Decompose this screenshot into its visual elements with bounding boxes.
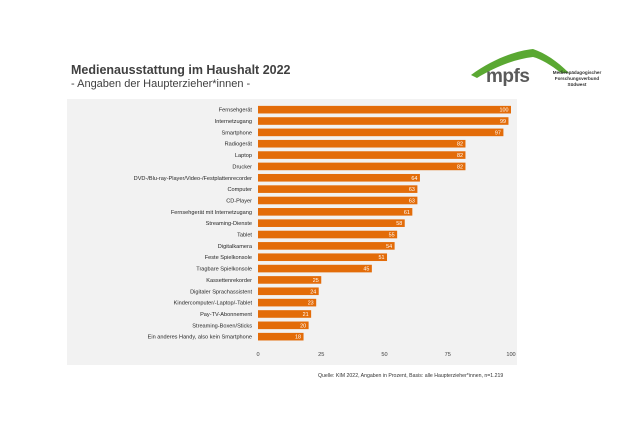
category-label: Streaming-Boxen/Sticks bbox=[192, 323, 252, 329]
category-label: Drucker bbox=[232, 164, 252, 170]
page-subtitle: - Angaben der Haupterzieher*innen - bbox=[71, 78, 251, 90]
category-label: Streaming-Dienste bbox=[206, 221, 252, 227]
x-tick-label: 0 bbox=[256, 352, 259, 358]
data-label: 55 bbox=[389, 233, 395, 239]
bar bbox=[258, 162, 466, 171]
category-label: Fernsehgerät mit Internetzugang bbox=[171, 210, 252, 216]
bar bbox=[258, 276, 322, 284]
bar bbox=[258, 230, 398, 239]
data-label: 100 bbox=[500, 108, 509, 114]
data-label: 97 bbox=[495, 130, 501, 136]
bar bbox=[258, 139, 466, 148]
bar bbox=[258, 287, 319, 296]
category-label: Radiogerät bbox=[225, 142, 253, 148]
bar bbox=[258, 128, 504, 137]
bar bbox=[258, 332, 304, 341]
bar bbox=[258, 321, 309, 330]
category-label: Ein anderes Handy, also kein Smartphone bbox=[148, 335, 252, 341]
data-label: 23 bbox=[308, 301, 314, 307]
bar bbox=[258, 253, 388, 262]
data-label: 20 bbox=[300, 323, 306, 329]
logo-organization: Medienpädagogischer Forschungsverbund Sü… bbox=[542, 70, 612, 88]
category-label: CD-Player bbox=[226, 198, 252, 204]
category-label: DVD-/Blu-ray-Player/Video-/Festplattenre… bbox=[134, 176, 252, 182]
x-tick-label: 25 bbox=[318, 352, 324, 358]
bar bbox=[258, 298, 317, 307]
mpfs-logo-icon bbox=[471, 49, 569, 78]
data-label: 54 bbox=[386, 244, 392, 250]
bar bbox=[258, 185, 418, 193]
category-label: Digitalkamera bbox=[218, 244, 253, 250]
logo-name: mpfs bbox=[486, 66, 530, 87]
category-label: Kassettenrekorder bbox=[206, 278, 252, 284]
category-label: Kindercomputer/-Laptop/-Tablet bbox=[174, 301, 253, 307]
category-label: Digitaler Sprachassistent bbox=[190, 289, 252, 295]
data-label: 63 bbox=[409, 198, 415, 204]
page-title: Medienausstattung im Haushalt 2022 bbox=[71, 63, 291, 77]
category-label: Laptop bbox=[235, 153, 252, 159]
bar bbox=[258, 196, 418, 205]
data-label: 51 bbox=[379, 255, 385, 261]
data-label: 24 bbox=[310, 289, 316, 295]
bar-chart: Fernsehgerät 100 Internetzugang 99 Smartphon… bbox=[134, 105, 516, 358]
x-tick-label: 50 bbox=[381, 352, 387, 358]
x-tick-label: 75 bbox=[445, 352, 451, 358]
bar bbox=[258, 219, 405, 227]
data-label: 61 bbox=[404, 210, 410, 216]
category-label: Tragbare Spielkonsole bbox=[196, 267, 252, 273]
category-label: Tablet bbox=[237, 233, 252, 239]
bar bbox=[258, 242, 395, 250]
logo-org-line: Forschungsverbund bbox=[554, 76, 600, 81]
data-label: 99 bbox=[500, 119, 506, 125]
logo-org-line: Medienpädagogischer bbox=[552, 70, 602, 75]
bar bbox=[258, 208, 413, 216]
data-label: 82 bbox=[457, 153, 463, 159]
data-label: 21 bbox=[303, 312, 309, 318]
bar bbox=[258, 151, 466, 159]
bar bbox=[258, 117, 509, 125]
bar bbox=[258, 310, 312, 318]
bar bbox=[258, 173, 420, 182]
category-label: Smartphone bbox=[222, 130, 252, 136]
logo-org-line: Südwest bbox=[567, 82, 587, 87]
data-label: 82 bbox=[457, 142, 463, 148]
data-label: 45 bbox=[363, 267, 369, 273]
data-label: 25 bbox=[313, 278, 319, 284]
x-tick-label: 100 bbox=[506, 352, 515, 358]
source-note: Quelle: KIM 2022, Angaben in Prozent, Ba… bbox=[318, 373, 504, 379]
data-label: 64 bbox=[411, 176, 417, 182]
data-label: 63 bbox=[409, 187, 415, 193]
category-label: Pay-TV-Abonnement bbox=[200, 312, 252, 318]
data-label: 58 bbox=[396, 221, 402, 227]
data-label: 82 bbox=[457, 164, 463, 170]
category-label: Computer bbox=[227, 187, 252, 193]
category-label: Internetzugang bbox=[215, 119, 252, 125]
bar bbox=[258, 264, 372, 273]
data-label: 18 bbox=[295, 335, 301, 341]
bar bbox=[258, 105, 511, 114]
category-label: Fernsehgerät bbox=[219, 108, 253, 114]
category-label: Feste Spielkonsole bbox=[205, 255, 252, 261]
